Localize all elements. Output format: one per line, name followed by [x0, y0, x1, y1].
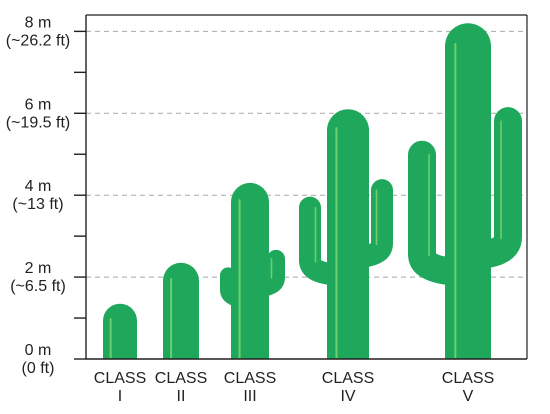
cactus-class-1-trunk [103, 303, 137, 359]
y-tick-label-8m: 8 m [25, 14, 52, 31]
cactus-class-5-trunk [445, 23, 491, 360]
cactus-class-4-trunk [327, 109, 369, 359]
cactus-class-5 [408, 23, 522, 360]
y-tick-label-2m: 2 m [25, 260, 52, 277]
axis-layer [74, 14, 528, 360]
label-layer: 0 m(0 ft) 2 m(~6.5 ft) 4 m(~13 ft) 6 m(~19.… [6, 14, 494, 405]
y-tick-label-8m-ft: (~26.2 ft) [6, 32, 70, 49]
grid-layer [86, 30, 527, 278]
y-tick-label-0m-ft: (0 ft) [22, 360, 55, 377]
y-tick-label-4m-ft: (~13 ft) [12, 196, 63, 213]
x-label-class-5-numeral: V [463, 388, 474, 405]
cactus-class-1 [103, 303, 137, 360]
x-label-class-3-word: CLASS [224, 370, 276, 387]
cactus-class-2 [163, 262, 199, 360]
y-tick-label-6m-ft: (~19.5 ft) [6, 114, 70, 131]
y-tick-label-6m: 6 m [25, 96, 52, 113]
x-label-class-1-word: CLASS [94, 370, 146, 387]
x-label-class-2-word: CLASS [155, 370, 207, 387]
x-label-class-3-numeral: III [243, 388, 256, 405]
cactus-class-2-trunk [163, 262, 199, 359]
y-tick-label-2m-ft: (~6.5 ft) [10, 278, 66, 295]
x-label-class-4-numeral: IV [340, 388, 355, 405]
cactus-class-3 [220, 182, 285, 360]
y-tick-label-0m: 0 m [25, 342, 52, 359]
cactus-class-3-trunk [231, 182, 269, 359]
x-label-class-5-word: CLASS [442, 370, 494, 387]
x-label-class-4-word: CLASS [322, 370, 374, 387]
x-label-class-1-numeral: I [118, 388, 122, 405]
cactus-class-4 [299, 109, 393, 360]
x-label-class-2-numeral: II [177, 388, 186, 405]
y-tick-label-4m: 4 m [25, 178, 52, 195]
cactus-layer [103, 23, 522, 360]
